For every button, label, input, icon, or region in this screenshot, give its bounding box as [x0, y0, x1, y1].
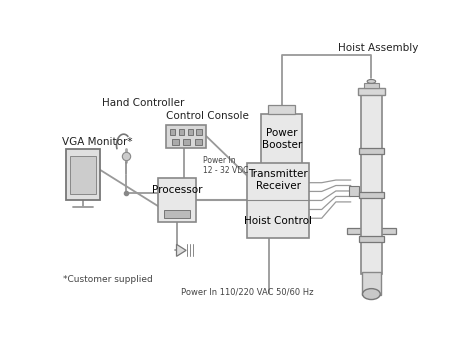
Bar — [195, 139, 202, 145]
Text: Control Console: Control Console — [165, 110, 248, 120]
Bar — [347, 228, 396, 234]
Bar — [361, 94, 382, 274]
Ellipse shape — [367, 80, 376, 83]
Bar — [70, 156, 96, 194]
Bar — [158, 178, 196, 222]
Bar — [359, 192, 384, 198]
Bar — [247, 163, 309, 238]
Text: *Customer supplied: *Customer supplied — [63, 275, 153, 284]
Bar — [359, 148, 384, 154]
Text: Hoist Control: Hoist Control — [244, 216, 312, 226]
Polygon shape — [176, 244, 186, 256]
Bar — [359, 236, 384, 242]
Bar — [349, 186, 360, 196]
Ellipse shape — [363, 289, 380, 300]
Bar — [183, 139, 191, 145]
Text: Transmitter
Receiver: Transmitter Receiver — [248, 169, 308, 191]
Bar — [196, 129, 202, 135]
Bar — [268, 105, 295, 114]
Bar — [362, 272, 381, 295]
Bar — [187, 129, 193, 135]
Bar — [262, 114, 302, 164]
Bar — [164, 210, 191, 218]
Bar — [364, 83, 379, 88]
FancyBboxPatch shape — [66, 149, 100, 200]
Text: Processor: Processor — [152, 185, 202, 195]
Text: Power In
12 - 32 VDC: Power In 12 - 32 VDC — [203, 156, 249, 175]
Text: Power In 110/220 VAC 50/60 Hz: Power In 110/220 VAC 50/60 Hz — [181, 287, 314, 296]
Text: VGA Monitor*: VGA Monitor* — [61, 137, 132, 147]
Text: Hand Controller: Hand Controller — [102, 98, 184, 108]
Bar — [165, 125, 206, 148]
Text: Hoist Assembly: Hoist Assembly — [338, 43, 418, 53]
Bar — [170, 129, 175, 135]
Text: Power
Booster: Power Booster — [262, 128, 302, 150]
Bar — [172, 139, 179, 145]
Bar — [179, 129, 184, 135]
Bar — [358, 88, 385, 94]
